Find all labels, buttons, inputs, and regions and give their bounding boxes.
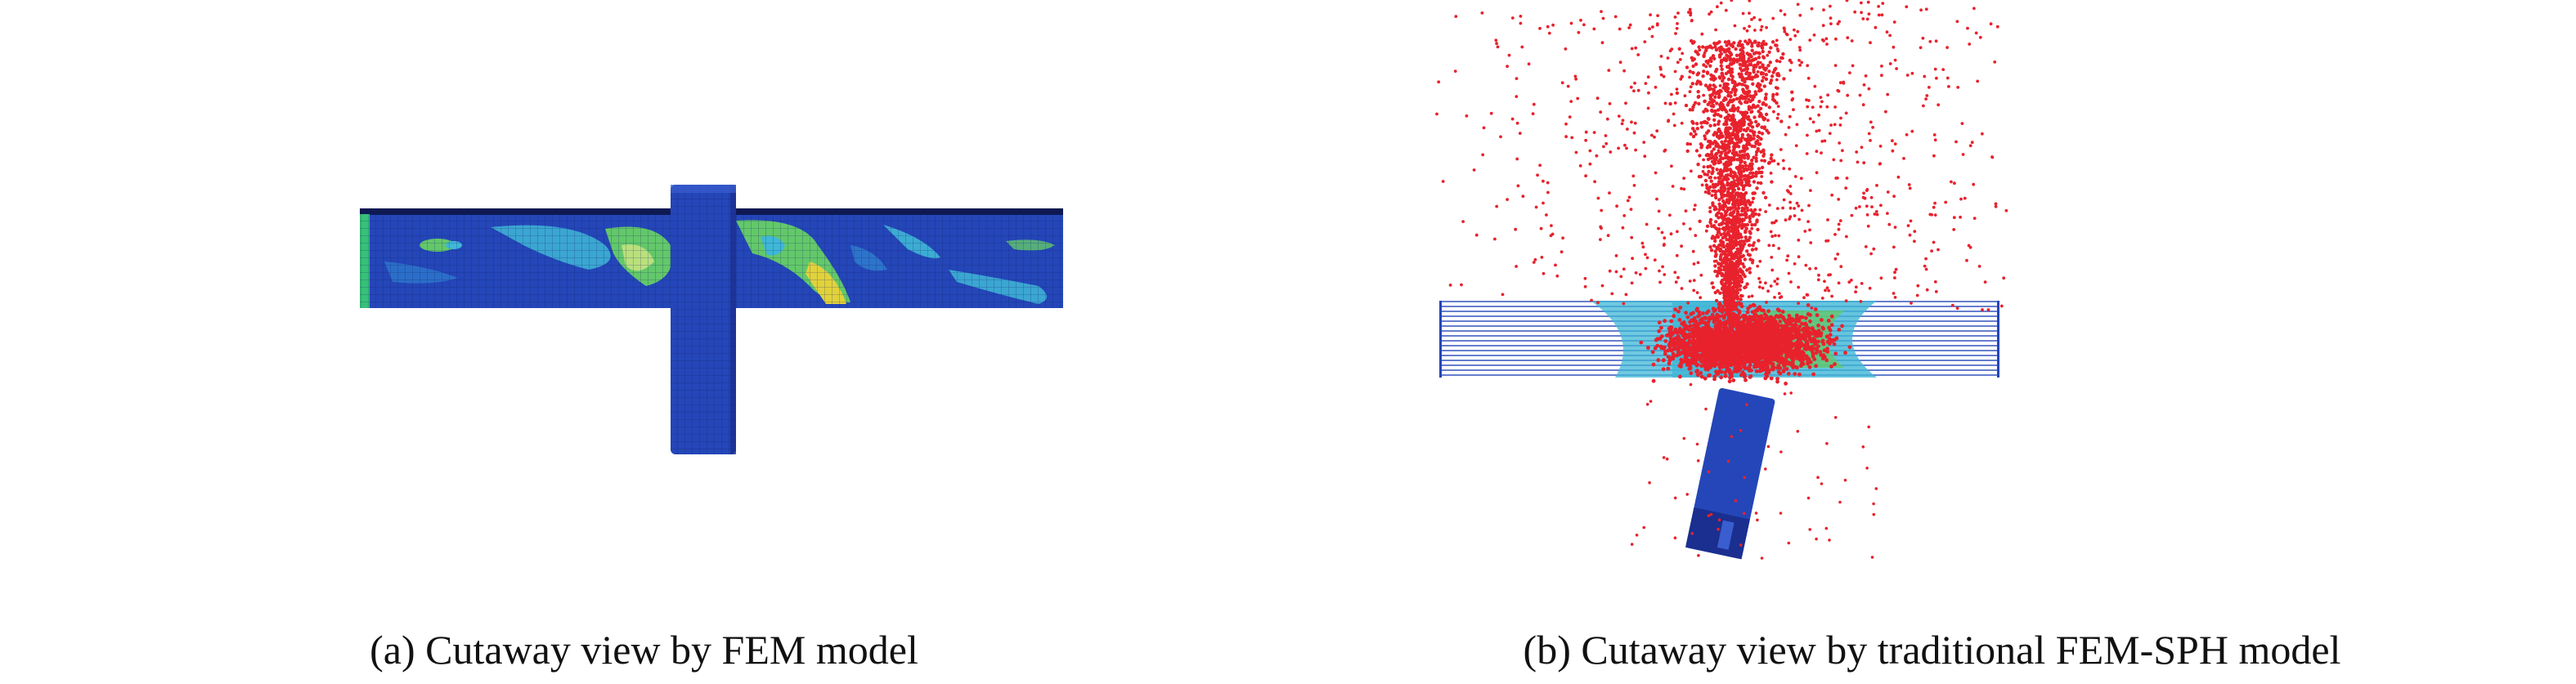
caption-panel-b: (b) Cutaway view by traditional FEM-SPH …	[1523, 627, 2341, 673]
caption-panel-a: (a) Cutaway view by FEM model	[370, 627, 918, 673]
sph-particle-cloud	[1435, 0, 2008, 560]
fem-projectile	[671, 185, 736, 454]
panel-a-fem-view	[0, 0, 1288, 621]
fem-sph-model-image	[1435, 0, 2008, 560]
fem-model-image	[360, 185, 1063, 454]
fem-sph-projectile	[1685, 387, 1775, 560]
panel-b-fem-sph-view	[1288, 0, 2576, 621]
